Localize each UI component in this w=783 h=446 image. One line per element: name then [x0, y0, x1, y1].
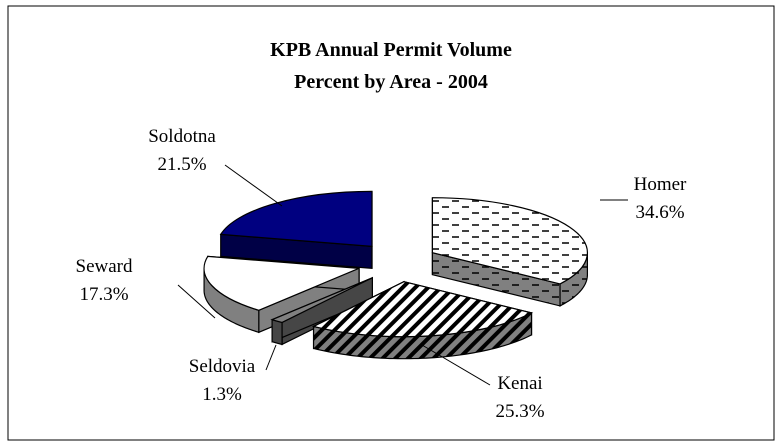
slice-label: Soldotna	[148, 126, 216, 147]
slice-label: Homer	[634, 174, 687, 195]
slice-value-label: 1.3%	[202, 384, 242, 405]
slice-top	[431, 197, 589, 285]
leader-line	[265, 344, 277, 371]
slice-label: Seward	[76, 256, 133, 277]
slice-label: Kenai	[497, 373, 542, 394]
slice-value-label: 17.3%	[79, 284, 128, 305]
slice-label: Seldovia	[189, 356, 256, 377]
chart-subtitle: Percent by Area - 2004	[294, 71, 488, 93]
chart-title: KPB Annual Permit Volume	[270, 39, 512, 61]
slice-top	[270, 277, 373, 324]
slice	[270, 276, 373, 346]
slice-top	[219, 190, 373, 248]
chart-frame	[7, 5, 775, 441]
slice	[219, 190, 373, 270]
slice-top	[203, 255, 360, 311]
leader-line	[177, 284, 216, 319]
leader-line	[224, 164, 283, 207]
slice-outer-side	[271, 318, 283, 346]
slice	[431, 197, 589, 307]
slice-top	[311, 281, 534, 338]
slice	[311, 280, 534, 360]
slice-value-label: 25.3%	[495, 401, 544, 422]
leader-line	[421, 344, 491, 386]
slice-value-label: 34.6%	[635, 202, 684, 223]
slice-value-label: 21.5%	[157, 154, 206, 175]
